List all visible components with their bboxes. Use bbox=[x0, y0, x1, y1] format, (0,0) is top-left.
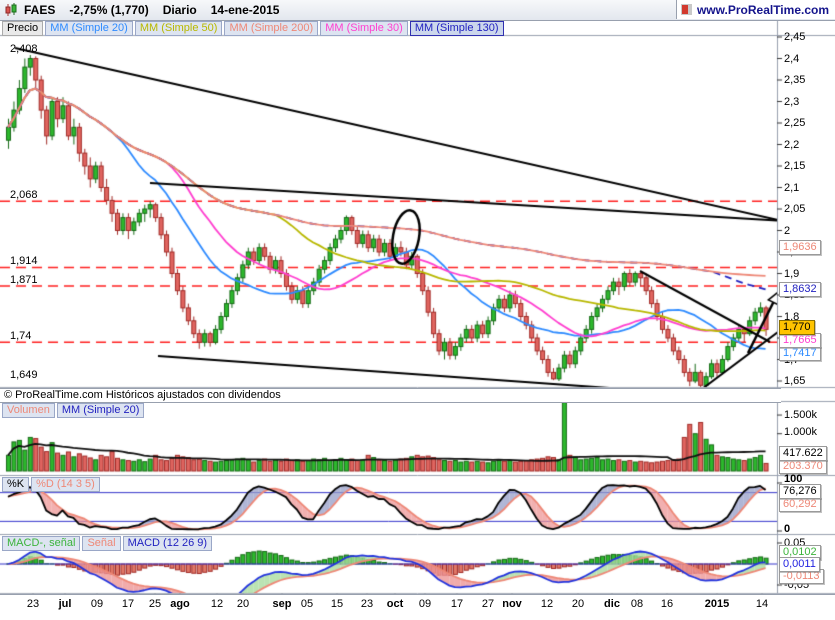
date-tick-label: dic bbox=[604, 598, 620, 610]
date-tick-label: 09 bbox=[90, 598, 104, 610]
copyright-note: © ProRealTime.com Históricos ajustados c… bbox=[0, 388, 781, 403]
date-tick-label: 16 bbox=[660, 598, 674, 610]
date-tick-label: 12 bbox=[210, 598, 224, 610]
macd-legend: MACD-, señal Señal MACD (12 26 9) bbox=[2, 536, 214, 551]
legend-volumen[interactable]: Volumen bbox=[2, 403, 55, 418]
price-tick-label: 2,3 bbox=[784, 95, 800, 108]
date-tick-label: oct bbox=[386, 598, 404, 610]
date-tick-label: jul bbox=[58, 598, 72, 610]
stoch-d-callout: 60,292 bbox=[779, 497, 821, 512]
price-level-label: 2,408 bbox=[10, 43, 38, 56]
volume-legend: Volumen MM (Simple 20) bbox=[2, 403, 146, 418]
price-tick-label: 2,25 bbox=[784, 117, 806, 129]
price-tick-label: 2,2 bbox=[784, 138, 800, 151]
date-tick-label: nov bbox=[502, 598, 522, 610]
prorealtime-logo-icon bbox=[680, 4, 692, 15]
date-tick-label: 2015 bbox=[704, 598, 730, 610]
price-tick-label: 2,15 bbox=[784, 160, 806, 172]
legend-percent-d[interactable]: %D (14 3 5) bbox=[31, 477, 100, 492]
website-link[interactable]: www.ProRealTime.com bbox=[675, 0, 835, 19]
title-bar: FAES -2,75% (1,770) Diario 14-ene-2015 w… bbox=[0, 0, 835, 21]
stoch-tick-0: 0 bbox=[784, 523, 791, 535]
date-tick-label: 25 bbox=[148, 598, 162, 610]
legend-percent-k[interactable]: %K bbox=[2, 477, 30, 492]
date-tick-label: 09 bbox=[418, 598, 432, 610]
volume-last-callout: 203.370 bbox=[779, 459, 827, 474]
date-tick-label: ago bbox=[170, 598, 190, 610]
price-tick-label: 2,45 bbox=[784, 31, 806, 43]
mm130-value-callout: 1,8632 bbox=[779, 282, 821, 297]
price-level-label: 1,914 bbox=[10, 255, 38, 268]
macd-hist-callout: 0,0102 bbox=[779, 545, 821, 560]
price-tick-label: 2 bbox=[784, 224, 791, 237]
legend-mm20[interactable]: MM (Simple 20) bbox=[45, 21, 133, 36]
stoch-tick-100: 100 bbox=[784, 473, 803, 485]
stoch-k-callout: 76,276 bbox=[779, 484, 821, 499]
volume-ma-callout: 417.622 bbox=[779, 446, 827, 461]
price-tick-label: 2,35 bbox=[784, 74, 806, 86]
price-tick-label: 2,1 bbox=[784, 181, 800, 194]
last-price-callout: 1,770 bbox=[779, 320, 815, 335]
candlestick-icon bbox=[4, 3, 18, 17]
price-level-label: 1,871 bbox=[10, 273, 38, 286]
date-tick-label: 14 bbox=[755, 598, 769, 610]
legend-volume-mm20[interactable]: MM (Simple 20) bbox=[56, 403, 145, 418]
legend-mm130[interactable]: MM (Simple 130) bbox=[409, 21, 504, 36]
date-tick-label: 05 bbox=[300, 598, 314, 610]
legend-macd-signal[interactable]: Señal bbox=[82, 536, 121, 551]
volume-tick-1000k: 1.000k bbox=[784, 426, 818, 438]
change-label: -2,75% (1,770) bbox=[69, 3, 149, 17]
date-tick-label: 23 bbox=[26, 598, 40, 610]
website-label: www.ProRealTime.com bbox=[696, 2, 829, 17]
legend-precio[interactable]: Precio bbox=[2, 21, 44, 36]
price-tick-label: 1,9 bbox=[784, 267, 800, 280]
date-axis[interactable]: 23 jul 09 17 25 ago 12 20 sep 05 15 23 oct 09 17 27 nov 1… bbox=[0, 594, 835, 620]
macd-line-callout: 0,0011 bbox=[779, 557, 820, 572]
mm30-value-callout: 1,7665 bbox=[779, 333, 821, 348]
date-tick-label: 20 bbox=[571, 598, 585, 610]
date-tick-label: 17 bbox=[450, 598, 464, 610]
price-level-label: 2,068 bbox=[10, 189, 38, 202]
symbol-label: FAES bbox=[24, 3, 56, 17]
price-level-label: 1,74 bbox=[10, 330, 32, 343]
mm200-value-callout: 1,9636 bbox=[779, 240, 821, 255]
price-tick-label: 2,4 bbox=[784, 52, 800, 65]
date-tick-label: 23 bbox=[360, 598, 374, 610]
volume-tick-1500k: 1.500k bbox=[784, 409, 818, 421]
price-level-label: 1,649 bbox=[10, 369, 38, 382]
date-label: 14-ene-2015 bbox=[210, 3, 280, 17]
price-legend: Precio MM (Simple 20) MM (Simple 50) MM … bbox=[2, 21, 506, 36]
price-tick-label: 1,8 bbox=[784, 310, 800, 323]
date-tick-label: 12 bbox=[540, 598, 554, 610]
date-tick-label: 20 bbox=[236, 598, 250, 610]
date-tick-label: sep bbox=[272, 598, 292, 610]
date-tick-label: 27 bbox=[481, 598, 495, 610]
price-tick-label: 1,65 bbox=[784, 375, 806, 387]
legend-mm50[interactable]: MM (Simple 50) bbox=[134, 21, 223, 36]
stochastic-legend: %K %D (14 3 5) bbox=[2, 477, 102, 492]
date-tick-label: 08 bbox=[630, 598, 644, 610]
legend-mm200[interactable]: MM (Simple 200) bbox=[224, 21, 319, 36]
timeframe-label[interactable]: Diario bbox=[162, 3, 197, 17]
legend-macd-line[interactable]: MACD (12 26 9) bbox=[122, 536, 213, 551]
date-tick-label: 15 bbox=[330, 598, 344, 610]
legend-mm30[interactable]: MM (Simple 30) bbox=[320, 21, 408, 36]
price-tick-label: 2,05 bbox=[784, 203, 806, 215]
legend-macd-hist[interactable]: MACD-, señal bbox=[2, 536, 81, 551]
mm20-value-callout: 1,7417 bbox=[779, 346, 821, 361]
date-tick-label: 17 bbox=[121, 598, 135, 610]
